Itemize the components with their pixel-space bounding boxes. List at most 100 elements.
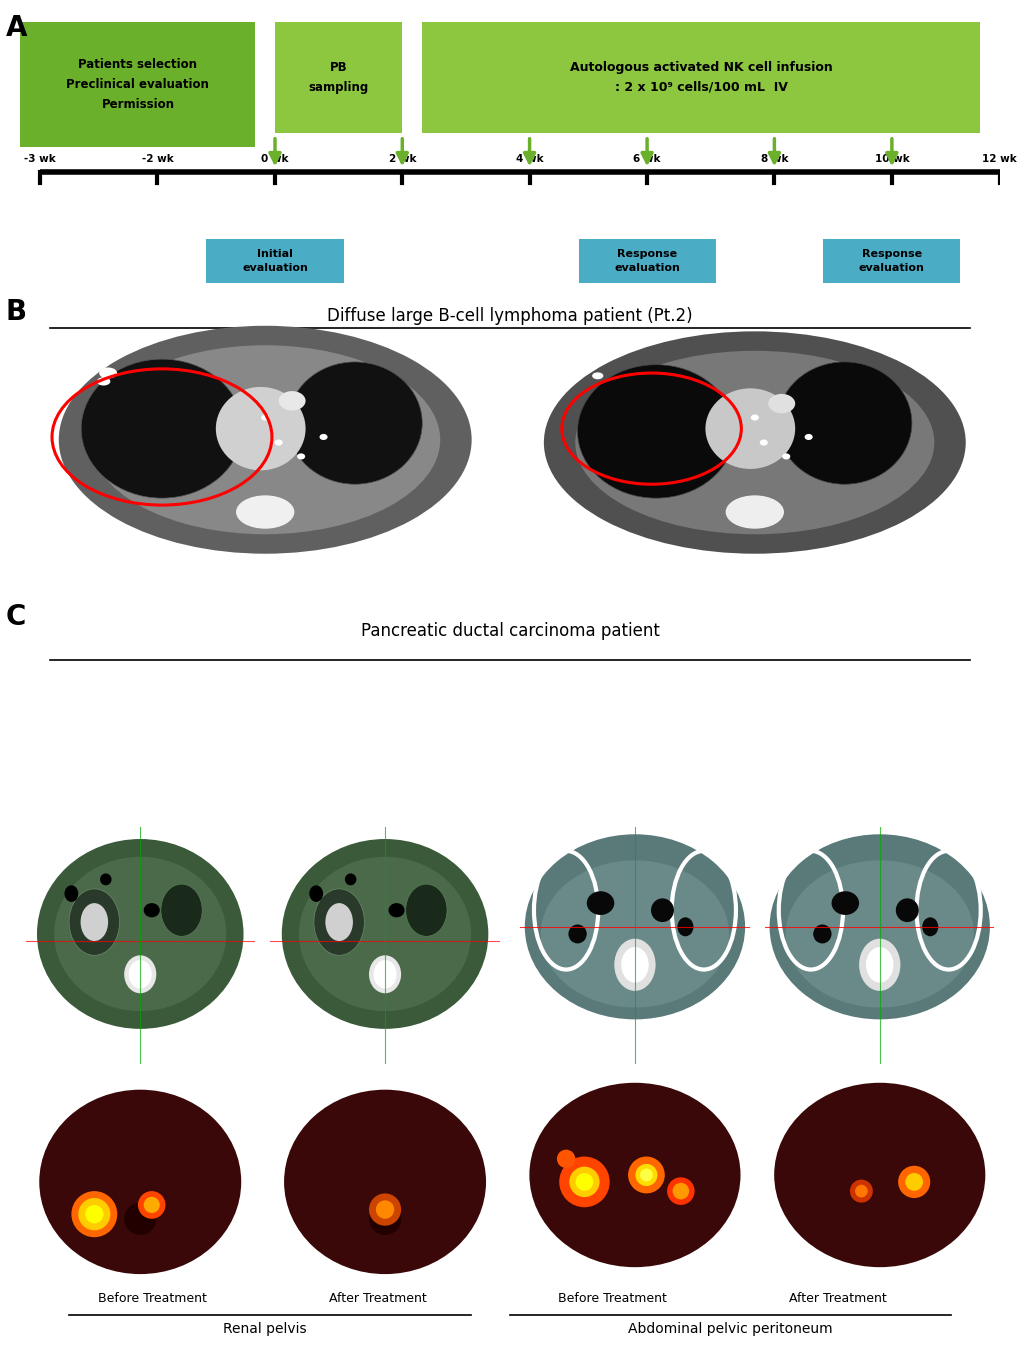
Ellipse shape [613,938,655,991]
Ellipse shape [650,898,674,922]
Ellipse shape [99,367,117,378]
Ellipse shape [100,873,111,885]
Text: Autologous activated NK cell infusion
: 2 x 10⁹ cells/100 mL  IV: Autologous activated NK cell infusion : … [569,61,832,94]
Ellipse shape [261,415,269,420]
Text: 12 wk: 12 wk [981,153,1016,164]
Ellipse shape [54,857,226,1012]
Ellipse shape [621,946,648,983]
Ellipse shape [525,834,744,1020]
Text: Renal pelvis: Renal pelvis [223,1322,307,1336]
Ellipse shape [677,917,693,937]
Ellipse shape [369,955,400,993]
Ellipse shape [628,1157,664,1193]
Ellipse shape [575,1173,593,1191]
Ellipse shape [128,960,152,989]
Text: After Treatment: After Treatment [789,1292,887,1304]
Text: Patients selection
Preclinical evaluation
Permission: Patients selection Preclinical evaluatio… [66,58,209,111]
Ellipse shape [635,1163,657,1186]
Ellipse shape [569,1166,599,1197]
FancyBboxPatch shape [822,239,960,283]
Ellipse shape [705,388,795,469]
Ellipse shape [124,955,156,993]
Ellipse shape [921,917,937,937]
Ellipse shape [388,903,405,917]
FancyBboxPatch shape [206,239,343,283]
Ellipse shape [591,373,603,380]
Ellipse shape [666,1177,694,1205]
Text: A: A [6,14,28,42]
Text: Final response: Final response [704,340,804,354]
Ellipse shape [287,362,422,484]
Ellipse shape [344,873,356,885]
Text: Response
evaluation: Response evaluation [858,250,924,273]
Ellipse shape [71,1191,117,1237]
Ellipse shape [299,857,471,1012]
Text: Before Treatment: Before Treatment [557,1292,666,1304]
Ellipse shape [812,925,830,944]
Ellipse shape [543,331,965,553]
Ellipse shape [90,346,440,534]
Ellipse shape [672,1182,689,1200]
Ellipse shape [86,1205,104,1223]
Ellipse shape [82,359,243,498]
Ellipse shape [895,898,918,922]
Ellipse shape [577,365,734,498]
Ellipse shape [785,860,973,1008]
Text: C: C [6,603,26,632]
Ellipse shape [161,884,202,936]
Text: 2 wk: 2 wk [388,153,416,164]
FancyBboxPatch shape [578,239,715,283]
Ellipse shape [325,903,353,941]
Ellipse shape [804,434,812,441]
Text: -2 wk: -2 wk [142,153,173,164]
Ellipse shape [216,386,306,471]
Ellipse shape [776,362,911,484]
Ellipse shape [69,890,119,955]
Text: After Treatment: After Treatment [328,1292,426,1304]
Ellipse shape [369,1193,400,1226]
Text: Pancreatic ductal carcinoma patient: Pancreatic ductal carcinoma patient [360,622,659,640]
Ellipse shape [767,393,795,414]
Ellipse shape [830,891,858,915]
Text: 4 wk: 4 wk [516,153,543,164]
Ellipse shape [529,1082,740,1267]
Ellipse shape [59,325,471,553]
Text: 6 wk: 6 wk [633,153,660,164]
Ellipse shape [274,439,282,446]
Ellipse shape [769,834,988,1020]
Ellipse shape [376,1200,394,1219]
Ellipse shape [858,938,900,991]
Ellipse shape [369,1203,400,1235]
Ellipse shape [556,1150,575,1168]
Ellipse shape [782,453,790,460]
Ellipse shape [124,1203,156,1235]
Ellipse shape [725,495,784,529]
Ellipse shape [278,391,306,411]
Text: Abdominal pelvic peritoneum: Abdominal pelvic peritoneum [628,1322,832,1336]
Ellipse shape [586,891,613,915]
Ellipse shape [750,415,758,420]
Ellipse shape [281,839,488,1029]
Ellipse shape [297,453,305,460]
Text: Response
evaluation: Response evaluation [613,250,680,273]
Ellipse shape [759,439,767,446]
Ellipse shape [37,839,244,1029]
Ellipse shape [568,925,586,944]
Ellipse shape [81,903,108,941]
Text: Initial
evaluation: Initial evaluation [242,250,308,273]
Ellipse shape [283,1090,486,1275]
Ellipse shape [558,1157,609,1207]
Ellipse shape [639,1169,652,1181]
Ellipse shape [373,960,396,989]
FancyBboxPatch shape [275,22,401,133]
Ellipse shape [78,1199,110,1230]
Text: 10 wk: 10 wk [873,153,908,164]
Ellipse shape [540,860,729,1008]
Ellipse shape [905,1173,922,1191]
Ellipse shape [898,1166,929,1199]
Text: 0 wk: 0 wk [261,153,288,164]
Text: 8 wk: 8 wk [760,153,788,164]
Text: PB
sampling: PB sampling [308,61,369,94]
Ellipse shape [235,495,294,529]
Ellipse shape [64,885,78,902]
